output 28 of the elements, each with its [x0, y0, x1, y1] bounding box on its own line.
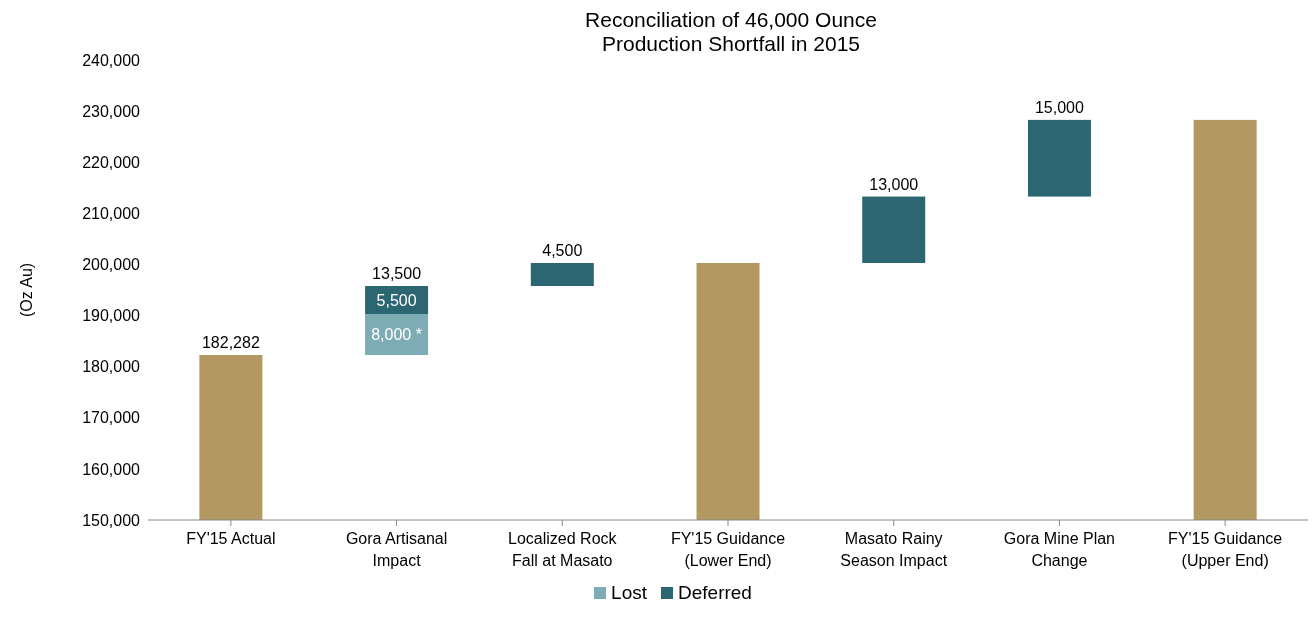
y-tick-label: 160,000 — [82, 460, 141, 478]
x-tick-label: Gora Mine Plan Change — [1003, 530, 1116, 569]
y-tick-label: 230,000 — [82, 102, 141, 120]
data-label: 5,500 — [376, 291, 417, 309]
data-label: 182,282 — [201, 334, 260, 351]
y-tick-label: 180,000 — [82, 358, 141, 376]
data-label: 15,000 — [1034, 98, 1085, 116]
y-axis-title: (Oz Au) — [17, 262, 35, 318]
x-tick-label: FY'15 Guidance (Upper End) — [1168, 530, 1283, 569]
x-tick-label: Gora Artisanal Impact — [345, 530, 448, 569]
y-tick-label: 190,000 — [82, 307, 141, 325]
legend-label: Lost — [610, 582, 647, 604]
chart-title: Reconciliation of 46,000 Ounce Production Shortfall in 2015 — [584, 8, 878, 56]
data-label: 13,000 — [869, 175, 919, 193]
y-tick-label: 200,000 — [82, 256, 141, 274]
y-tick-label: 150,000 — [82, 511, 141, 529]
x-tick-label: Localized Rock Fall at Masato — [508, 530, 618, 569]
x-tick-label: FY'15 Guidance (Lower End) — [670, 530, 786, 569]
data-label: 8,000 * — [371, 326, 422, 344]
legend-label: Deferred — [677, 582, 752, 604]
y-tick-label: 210,000 — [82, 205, 141, 223]
data-label: 4,500 — [542, 242, 583, 259]
total-label: 13,500 — [372, 265, 422, 282]
x-tick-label: Masato Rainy Season Impact — [840, 530, 948, 569]
y-tick-label: 240,000 — [82, 51, 141, 69]
y-tick-label: 220,000 — [82, 153, 141, 171]
x-tick-label: FY'15 Actual — [186, 530, 276, 547]
y-tick-label: 170,000 — [82, 409, 141, 427]
